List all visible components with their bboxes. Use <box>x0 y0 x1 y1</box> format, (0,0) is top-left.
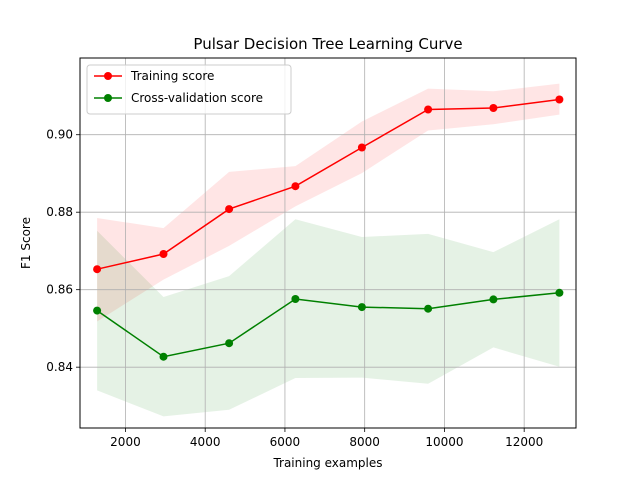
plot-frame <box>79 57 577 429</box>
data-point-training-score-4 <box>357 143 366 152</box>
x-axis-label: Training examples <box>272 456 382 470</box>
legend-swatch-training-marker <box>104 72 112 80</box>
legend-label-training: Training score <box>130 69 214 83</box>
plot-area <box>80 58 576 428</box>
data-point-cross-validation-score-5 <box>424 304 433 313</box>
x-axis-ticks: 2000 4000 6000 8000 10000 12000 <box>110 428 543 449</box>
grid-lines <box>80 58 576 428</box>
legend-box <box>86 64 292 115</box>
data-point-cross-validation-score-7 <box>555 288 564 297</box>
data-point-cross-validation-score-6 <box>489 295 498 304</box>
plot-background <box>80 58 576 428</box>
y-axis-ticks: 0.84 0.86 0.88 0.90 <box>46 128 80 374</box>
x-tick-label-2000: 2000 <box>110 435 141 449</box>
data-point-training-score-0 <box>93 265 102 274</box>
data-point-cross-validation-score-3 <box>291 295 300 303</box>
data-point-cross-validation-score-1 <box>159 352 168 361</box>
y-tick-label-0.84: 0.84 <box>46 360 73 374</box>
series-lines <box>93 95 564 361</box>
series-line-training-score <box>96 98 560 270</box>
chart-title: Pulsar Decision Tree Learning Curve <box>193 35 462 53</box>
data-point-training-score-6 <box>489 104 498 112</box>
data-point-training-score-1 <box>159 250 168 258</box>
band-training-score <box>97 83 560 322</box>
x-tick-label-10000: 10000 <box>425 435 463 449</box>
y-tick-label-0.90: 0.90 <box>46 128 73 142</box>
y-tick-label-0.88: 0.88 <box>46 205 73 219</box>
x-tick-label-4000: 4000 <box>190 435 221 449</box>
legend: Training score Cross-validation score <box>86 64 292 115</box>
x-tick-label-6000: 6000 <box>270 435 301 449</box>
data-point-training-score-2 <box>225 205 234 214</box>
data-point-training-score-7 <box>555 95 564 104</box>
data-point-training-score-3 <box>291 182 300 191</box>
y-axis-label: F1 Score <box>19 217 33 269</box>
series-line-cross-validation-score <box>96 292 560 358</box>
data-point-cross-validation-score-4 <box>357 303 366 312</box>
y-tick-label-0.86: 0.86 <box>46 283 73 297</box>
legend-swatch-cv-marker <box>104 94 112 102</box>
legend-label-cv: Cross-validation score <box>131 91 263 105</box>
data-point-training-score-5 <box>424 105 433 114</box>
x-tick-label-12000: 12000 <box>505 435 543 449</box>
data-point-cross-validation-score-2 <box>225 339 234 348</box>
data-point-cross-validation-score-0 <box>93 306 102 315</box>
x-tick-label-8000: 8000 <box>349 435 380 449</box>
